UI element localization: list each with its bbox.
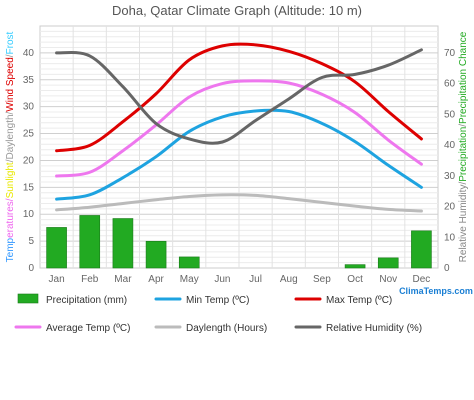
left-axis-title-part: Sunlight <box>5 162 16 198</box>
right-axis-title-part: Precipitation <box>458 127 469 182</box>
legend-item: Max Temp (ºC) <box>294 295 392 306</box>
right-tick-label: 50 <box>444 109 456 120</box>
legend-label: Relative Humidity (%) <box>326 323 422 334</box>
legend-swatch <box>17 293 39 304</box>
right-axis-title-part: Precipitation Chance <box>458 31 469 124</box>
x-tick-label: Oct <box>347 274 363 285</box>
left-axis-title-part: / <box>5 159 16 162</box>
chart-title: Doha, Qatar Climate Graph (Altitude: 10 … <box>112 3 362 18</box>
left-axis-title: Temperatures/Sunlight/Daylength/Wind Spe… <box>5 31 16 262</box>
relative-humidity-line <box>55 48 423 145</box>
right-tick-label: 70 <box>444 48 456 59</box>
left-tick-label: 30 <box>23 102 35 113</box>
left-axis-title-part: Daylength <box>5 114 16 159</box>
series-lines <box>55 42 423 213</box>
right-tick-label: 30 <box>444 171 456 182</box>
legend-label: Average Temp (ºC) <box>46 323 130 334</box>
precipitation-bar <box>377 257 399 269</box>
legend-item: Relative Humidity (%) <box>294 323 422 334</box>
legend-label: Max Temp (ºC) <box>326 295 392 306</box>
average-temp-c-line <box>55 79 423 178</box>
grid-lines <box>39 25 439 269</box>
x-tick-label: Dec <box>413 274 431 285</box>
x-tick-label: May <box>180 274 199 285</box>
left-tick-label: 5 <box>28 236 34 247</box>
x-tick-label: Jul <box>249 274 262 285</box>
daylength-hours-line <box>55 193 423 213</box>
right-axis-title-part: Relative Humidity/ <box>458 182 469 263</box>
precipitation-bar <box>344 264 366 269</box>
right-axis-title-part: / <box>458 124 469 127</box>
right-tick-label: 60 <box>444 79 456 90</box>
x-tick-label: Mar <box>114 274 132 285</box>
precipitation-bar <box>46 227 67 269</box>
x-tick-label: Jan <box>49 274 65 285</box>
right-axis-title: Relative Humidity/Precipitation/Precipit… <box>458 31 469 262</box>
x-tick-label: Feb <box>81 274 99 285</box>
right-tick-label: 20 <box>444 202 456 213</box>
legend-label: Precipitation (mm) <box>46 295 127 306</box>
left-tick-label: 25 <box>23 129 35 140</box>
left-tick-label: 10 <box>23 209 35 220</box>
x-tick-label: Apr <box>148 274 164 285</box>
left-tick-label: 15 <box>23 182 35 193</box>
right-tick-label: 0 <box>444 263 450 274</box>
legend-item: Min Temp (ºC) <box>154 295 249 306</box>
left-axis-title-part: Temp <box>5 237 16 262</box>
precipitation-bar <box>145 240 167 269</box>
legend-label: Daylength (Hours) <box>186 323 267 334</box>
left-tick-label: 0 <box>28 263 34 274</box>
left-tick-label: 20 <box>23 155 35 166</box>
min-temp-c-line <box>55 108 423 201</box>
legend-item: Average Temp (ºC) <box>14 323 130 334</box>
left-axis-title-part: / <box>5 54 16 57</box>
left-tick-label: 40 <box>23 48 35 59</box>
x-tick-label: Aug <box>280 274 298 285</box>
precipitation-bar <box>411 230 432 269</box>
right-tick-label: 40 <box>444 140 456 151</box>
precipitation-bar <box>178 256 200 269</box>
x-tick-label: Nov <box>379 274 397 285</box>
precipitation-bars <box>46 215 432 269</box>
right-tick-label: 10 <box>444 232 456 243</box>
left-axis-title-part: Wind Speed <box>5 57 16 111</box>
legend-item: Precipitation (mm) <box>17 293 127 306</box>
legend-label: Min Temp (ºC) <box>186 295 249 306</box>
legend: Precipitation (mm) Min Temp (ºC) Max Temp … <box>14 293 422 334</box>
axes: 0 5 10 15 20 25 30 35 40 0 10 20 30 40 50 60 70 Jan Feb Mar… <box>5 31 469 285</box>
left-axis-title-part: eratures/ <box>5 198 16 238</box>
left-axis-title-part: Frost <box>5 31 16 54</box>
x-tick-label: Jun <box>214 274 230 285</box>
left-axis-title-part: / <box>5 111 16 114</box>
brand-label: ClimaTemps.com <box>399 286 473 296</box>
precipitation-bar <box>112 218 134 269</box>
legend-item: Daylength (Hours) <box>154 323 267 334</box>
max-temp-c-line <box>55 42 423 153</box>
precipitation-bar <box>79 215 101 269</box>
left-tick-label: 35 <box>23 75 35 86</box>
x-tick-label: Sep <box>313 274 331 285</box>
